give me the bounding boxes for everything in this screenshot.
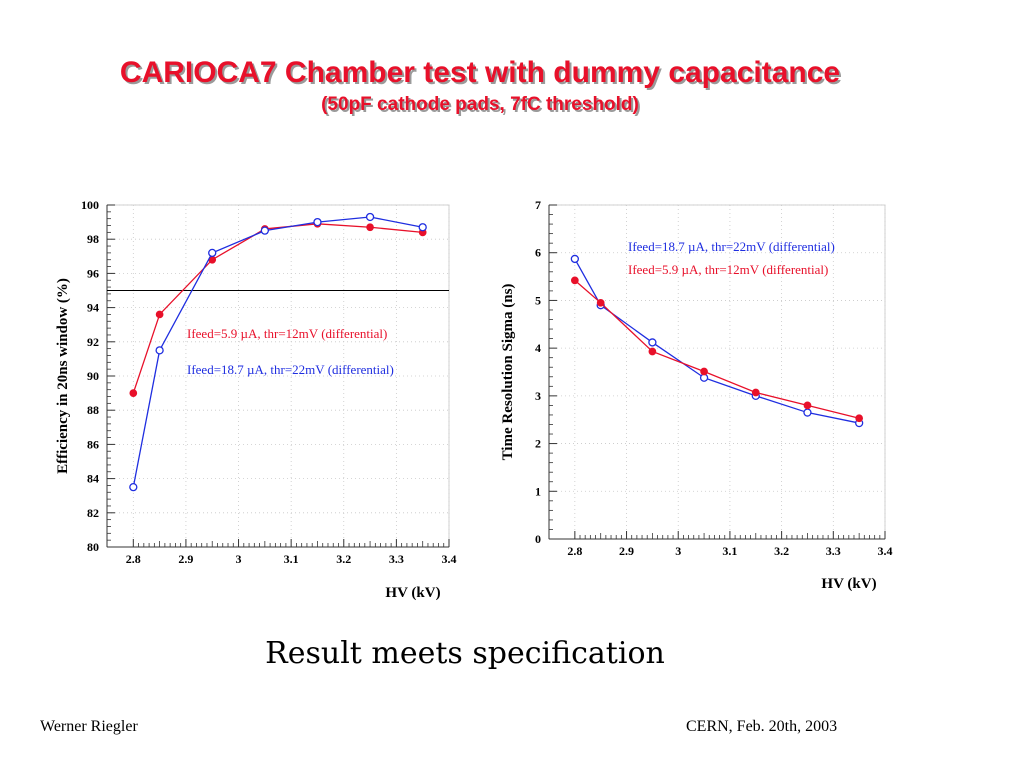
- x-tick-label: 2.8: [126, 552, 141, 566]
- x-tick-label: 2.8: [567, 544, 582, 558]
- x-tick-label: 3.2: [336, 552, 351, 566]
- x-tick-label: 3: [675, 544, 681, 558]
- data-point: [155, 310, 164, 319]
- legend-entry: Ifeed=5.9 µA, thr=12mV (differential): [628, 262, 828, 277]
- data-point: [570, 276, 579, 285]
- y-tick-label: 80: [87, 540, 99, 554]
- y-tick-label: 100: [81, 198, 99, 212]
- x-tick-label: 3.3: [826, 544, 841, 558]
- data-point: [700, 367, 708, 376]
- y-axis-label: Efficiency in 20ns window (%): [55, 278, 71, 474]
- slide-subtitle: (50pF cathode pads, 7fC threshold): [321, 94, 639, 115]
- y-tick-label: 86: [87, 437, 99, 451]
- y-tick-label: 82: [87, 506, 99, 520]
- x-axis-label: HV (kV): [385, 585, 440, 601]
- data-point: [260, 226, 269, 235]
- x-tick-label: 3.2: [774, 544, 789, 558]
- y-axis-label: Time Resolution Sigma (ns): [500, 284, 516, 461]
- data-point: [313, 217, 322, 227]
- x-tick-label: 2.9: [178, 552, 193, 566]
- x-tick-label: 3.4: [878, 544, 893, 558]
- y-tick-label: 92: [87, 335, 99, 349]
- legend-entry: Ifeed=18.7 µA, thr=22mV (differential): [187, 362, 394, 377]
- conclusion-text: Result meets specification: [265, 636, 665, 671]
- plot-frame: [548, 204, 886, 540]
- y-tick-label: 96: [87, 266, 99, 280]
- x-tick-label: 3.4: [442, 552, 457, 566]
- data-point: [803, 401, 812, 410]
- data-point: [751, 388, 760, 397]
- x-axis-label: HV (kV): [821, 576, 876, 592]
- legend-entry: Ifeed=18.7 µA, thr=22mV (differential): [628, 239, 835, 254]
- footer-date: CERN, Feb. 20th, 2003: [686, 718, 838, 735]
- data-point: [129, 389, 138, 397]
- data-point: [129, 482, 138, 492]
- x-tick-label: 3: [236, 552, 242, 566]
- data-point: [365, 212, 375, 222]
- data-point: [208, 248, 217, 258]
- y-tick-label: 5: [535, 293, 541, 307]
- y-tick-label: 0: [535, 532, 541, 546]
- y-tick-label: 98: [87, 232, 99, 246]
- data-point: [155, 346, 164, 355]
- data-point: [648, 347, 657, 356]
- y-tick-label: 4: [535, 341, 541, 355]
- y-tick-label: 7: [535, 198, 541, 212]
- data-point: [418, 223, 427, 232]
- y-tick-label: 6: [535, 246, 541, 260]
- data-point: [648, 338, 657, 347]
- y-tick-label: 94: [87, 301, 99, 315]
- x-tick-label: 2.9: [619, 544, 634, 558]
- slide-title: CARIOCA7 Chamber test with dummy capacit…: [119, 56, 841, 89]
- y-tick-label: 3: [535, 389, 541, 403]
- data-point: [596, 298, 605, 307]
- y-tick-label: 2: [535, 437, 541, 451]
- data-point: [366, 223, 374, 232]
- y-tick-label: 88: [87, 403, 99, 417]
- x-tick-label: 3.1: [284, 552, 299, 566]
- data-point: [803, 408, 812, 417]
- x-tick-label: 3.3: [389, 552, 404, 566]
- y-tick-label: 1: [535, 484, 541, 498]
- x-tick-label: 3.1: [722, 544, 737, 558]
- y-tick-label: 90: [87, 369, 99, 383]
- y-tick-label: 84: [87, 472, 99, 486]
- legend-entry: Ifeed=5.9 µA, thr=12mV (differential): [187, 326, 387, 341]
- footer-author: Werner Riegler: [40, 718, 138, 735]
- data-point: [855, 414, 864, 423]
- data-point: [570, 254, 579, 264]
